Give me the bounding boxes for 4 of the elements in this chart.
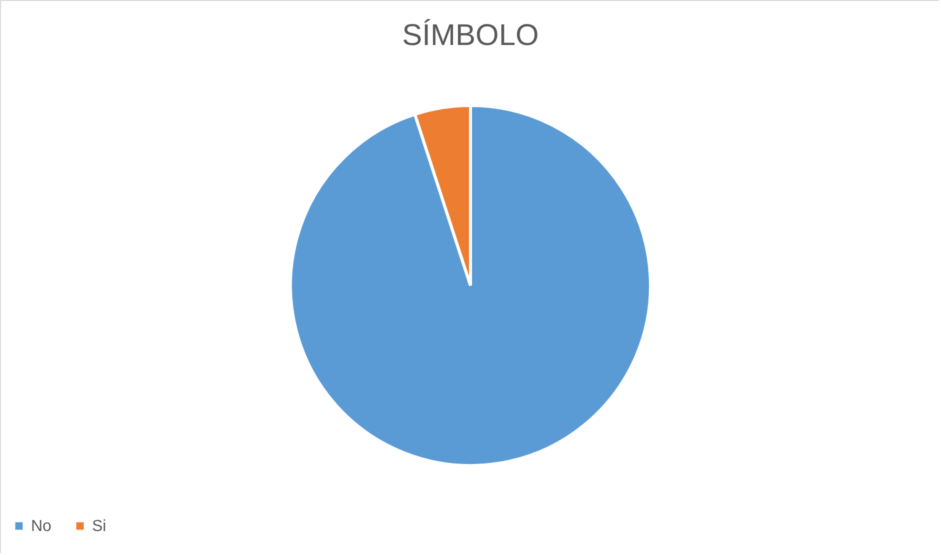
pie-slice bbox=[289, 104, 652, 467]
legend-label: Si bbox=[92, 518, 106, 535]
legend-label: No bbox=[31, 518, 52, 535]
chart-title: SÍMBOLO bbox=[402, 18, 539, 52]
